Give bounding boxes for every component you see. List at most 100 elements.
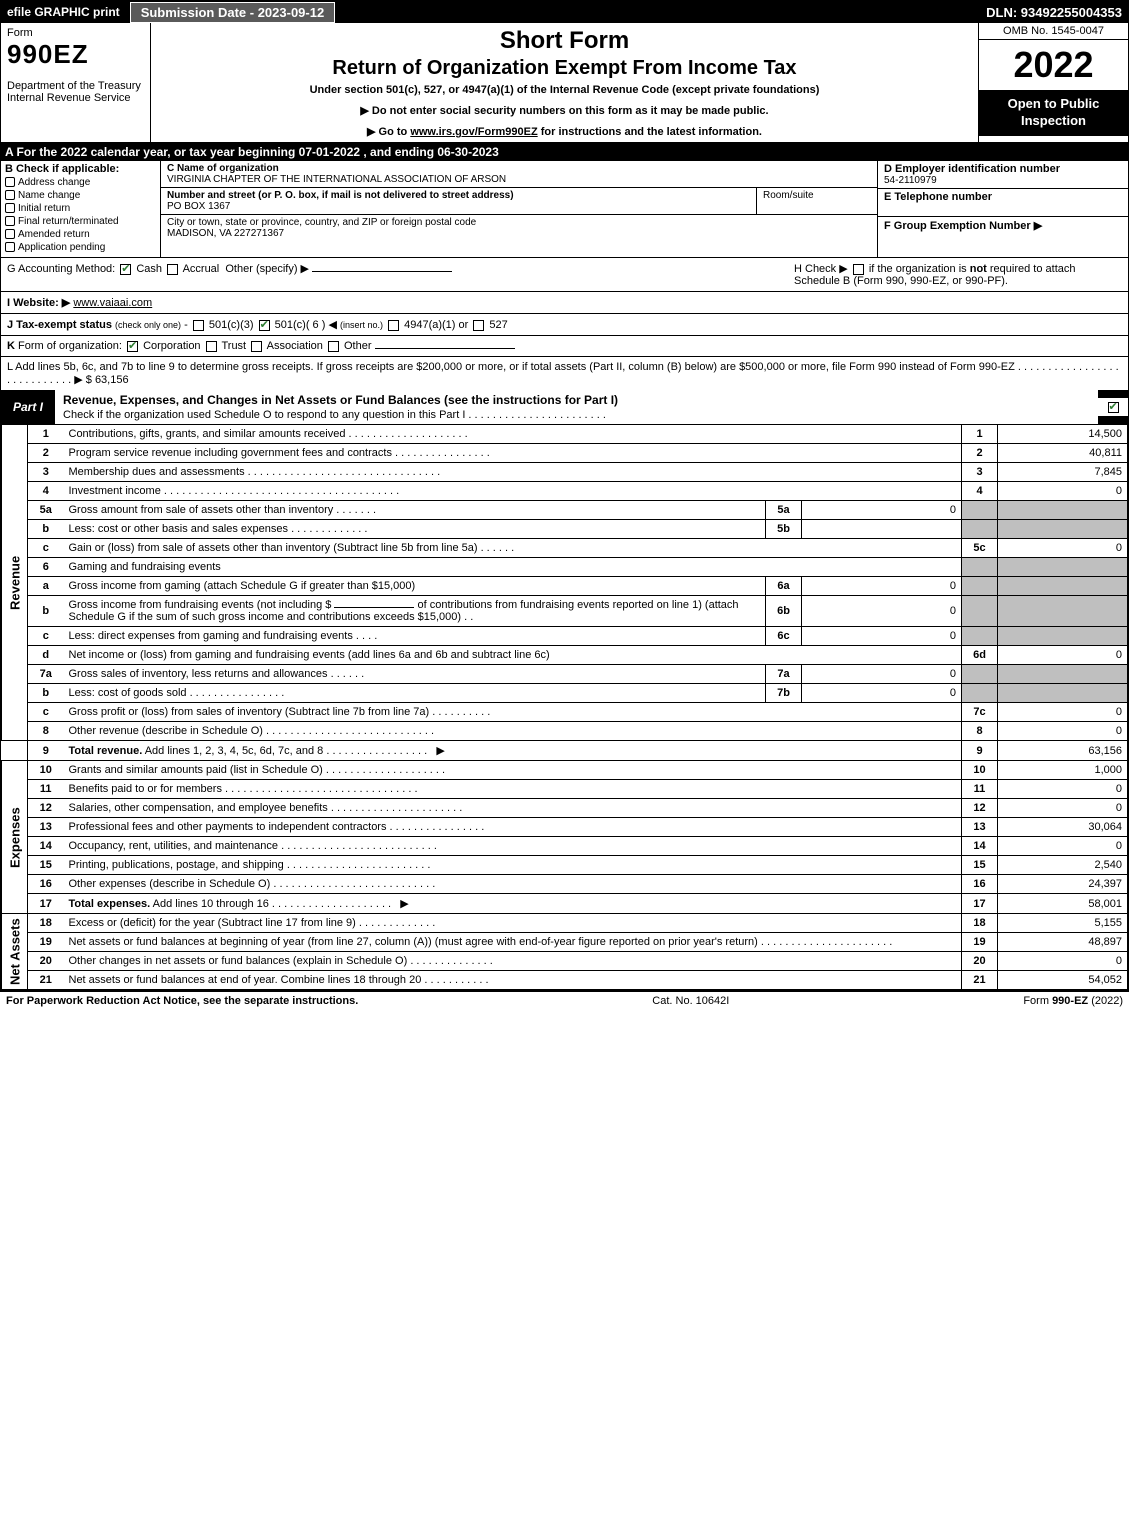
val-6a: 0 — [802, 577, 962, 596]
cb-other-org[interactable] — [328, 341, 339, 352]
org-name: VIRGINIA CHAPTER OF THE INTERNATIONAL AS… — [167, 174, 871, 185]
side-expenses: Expenses — [2, 761, 28, 914]
val-21: 54,052 — [998, 971, 1128, 990]
cb-527[interactable] — [473, 320, 484, 331]
submission-date: Submission Date - 2023-09-12 — [130, 2, 336, 23]
line-6d: d Net income or (loss) from gaming and f… — [2, 646, 1128, 665]
cb-4947[interactable] — [388, 320, 399, 331]
org-address: PO BOX 1367 — [167, 201, 750, 212]
footer-center: Cat. No. 10642I — [358, 995, 1023, 1007]
gross-receipts: 63,156 — [95, 374, 129, 386]
form-note-1: ▶ Do not enter social security numbers o… — [161, 104, 968, 117]
val-16: 24,397 — [998, 875, 1128, 894]
h-label: H Check ▶ — [794, 263, 848, 275]
line-7b: b Less: cost of goods sold . . . . . . .… — [2, 684, 1128, 703]
val-19: 48,897 — [998, 933, 1128, 952]
form-number: 990EZ — [7, 39, 144, 70]
side-revenue: Revenue — [2, 425, 28, 741]
line-17: 17 Total expenses. Add lines 10 through … — [2, 894, 1128, 914]
val-20: 0 — [998, 952, 1128, 971]
other-org-input[interactable] — [375, 348, 515, 349]
footer-left: For Paperwork Reduction Act Notice, see … — [6, 995, 358, 1007]
form-title-2: Return of Organization Exempt From Incom… — [161, 57, 968, 80]
other-method-input[interactable] — [312, 271, 452, 272]
efile-label: efile GRAPHIC print — [1, 5, 126, 19]
org-city: MADISON, VA 227271367 — [167, 228, 871, 239]
cb-501c[interactable] — [259, 320, 270, 331]
line-20: 20 Other changes in net assets or fund b… — [2, 952, 1128, 971]
cb-501c3[interactable] — [193, 320, 204, 331]
cb-initial-return[interactable]: Initial return — [5, 203, 156, 214]
c-city-label: City or town, state or province, country… — [167, 217, 871, 228]
cb-trust[interactable] — [206, 341, 217, 352]
public-inspection: Open to Public Inspection — [979, 90, 1128, 136]
cb-schedule-o[interactable] — [1108, 402, 1119, 413]
room-label: Room/suite — [763, 190, 871, 201]
line-7a: 7a Gross sales of inventory, less return… — [2, 665, 1128, 684]
section-a: A For the 2022 calendar year, or tax yea… — [1, 143, 1128, 161]
cb-name-change[interactable]: Name change — [5, 190, 156, 201]
val-15: 2,540 — [998, 856, 1128, 875]
val-8: 0 — [998, 722, 1128, 741]
val-6c: 0 — [802, 627, 962, 646]
c-addr-label: Number and street (or P. O. box, if mail… — [167, 190, 750, 201]
line-9: 9 Total revenue. Add lines 1, 2, 3, 4, 5… — [2, 741, 1128, 761]
val-11: 0 — [998, 780, 1128, 799]
cb-amended-return[interactable]: Amended return — [5, 229, 156, 240]
val-7b: 0 — [802, 684, 962, 703]
line-19: 19 Net assets or fund balances at beginn… — [2, 933, 1128, 952]
line-2: 2 Program service revenue including gove… — [2, 444, 1128, 463]
val-3: 7,845 — [998, 463, 1128, 482]
line-21: 21 Net assets or fund balances at end of… — [2, 971, 1128, 990]
form-subtitle: Under section 501(c), 527, or 4947(a)(1)… — [161, 84, 968, 96]
cb-no-schedule-b[interactable] — [853, 264, 864, 275]
footer: For Paperwork Reduction Act Notice, see … — [0, 991, 1129, 1010]
val-4: 0 — [998, 482, 1128, 501]
val-6b: 0 — [802, 596, 962, 627]
cb-assoc[interactable] — [251, 341, 262, 352]
line-6c: c Less: direct expenses from gaming and … — [2, 627, 1128, 646]
val-14: 0 — [998, 837, 1128, 856]
cb-address-change[interactable]: Address change — [5, 177, 156, 188]
cb-final-return[interactable]: Final return/terminated — [5, 216, 156, 227]
line-6a: a Gross income from gaming (attach Sched… — [2, 577, 1128, 596]
cb-application-pending[interactable]: Application pending — [5, 242, 156, 253]
val-2: 40,811 — [998, 444, 1128, 463]
line-13: 13 Professional fees and other payments … — [2, 818, 1128, 837]
line-18: Net Assets 18 Excess or (deficit) for th… — [2, 914, 1128, 933]
b-heading: B Check if applicable: — [5, 163, 156, 175]
d-ein-label: D Employer identification number — [884, 163, 1122, 175]
val-5c: 0 — [998, 539, 1128, 558]
line-3: 3 Membership dues and assessments . . . … — [2, 463, 1128, 482]
line-6b: b Gross income from fundraising events (… — [2, 596, 1128, 627]
website-value[interactable]: www.vaiaai.com — [73, 297, 152, 309]
row-i: I Website: ▶ www.vaiaai.com — [1, 291, 1128, 313]
part-tab: Part I — [1, 397, 55, 417]
line-14: 14 Occupancy, rent, utilities, and maint… — [2, 837, 1128, 856]
part-i-table: Revenue 1 Contributions, gifts, grants, … — [1, 424, 1128, 990]
irs-link[interactable]: www.irs.gov/Form990EZ — [410, 126, 537, 138]
form-header: Form 990EZ Department of the Treasury In… — [1, 23, 1128, 143]
val-18: 5,155 — [998, 914, 1128, 933]
line-5c: c Gain or (loss) from sale of assets oth… — [2, 539, 1128, 558]
form-title-1: Short Form — [161, 27, 968, 55]
i-label: I Website: ▶ — [7, 297, 70, 309]
val-12: 0 — [998, 799, 1128, 818]
line-5a: 5a Gross amount from sale of assets othe… — [2, 501, 1128, 520]
row-k: K Form of organization: Corporation Trus… — [1, 335, 1128, 356]
contrib-input[interactable] — [334, 607, 414, 608]
f-group-label: F Group Exemption Number ▶ — [884, 219, 1122, 232]
line-16: 16 Other expenses (describe in Schedule … — [2, 875, 1128, 894]
col-c: C Name of organization VIRGINIA CHAPTER … — [161, 161, 878, 257]
omb-number: OMB No. 1545-0047 — [979, 23, 1128, 40]
val-7a: 0 — [802, 665, 962, 684]
line-15: 15 Printing, publications, postage, and … — [2, 856, 1128, 875]
line-5b: b Less: cost or other basis and sales ex… — [2, 520, 1128, 539]
cb-corp[interactable] — [127, 341, 138, 352]
footer-right: Form 990-EZ (2022) — [1023, 995, 1123, 1007]
val-6d: 0 — [998, 646, 1128, 665]
cb-cash[interactable] — [120, 264, 131, 275]
val-17: 58,001 — [998, 894, 1128, 914]
row-gh: G Accounting Method: Cash Accrual Other … — [1, 257, 1128, 291]
cb-accrual[interactable] — [167, 264, 178, 275]
